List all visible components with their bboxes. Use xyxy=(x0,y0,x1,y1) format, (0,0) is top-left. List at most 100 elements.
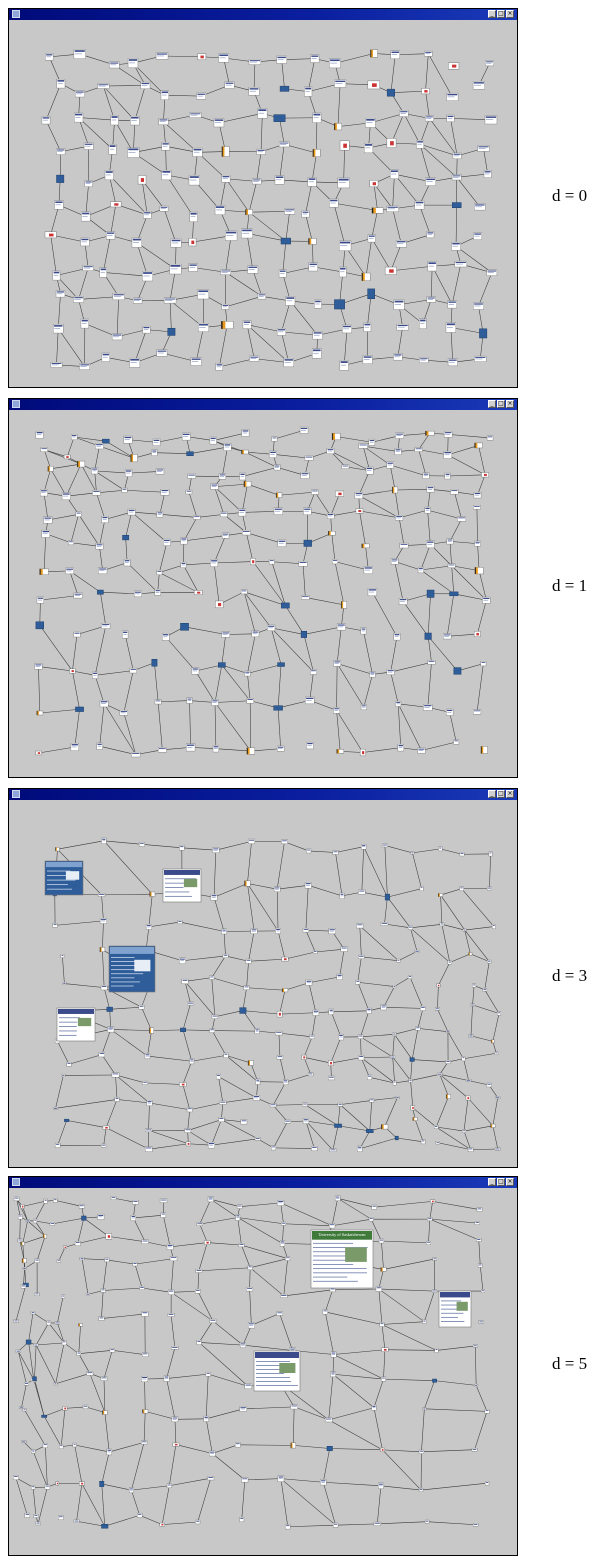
page-node[interactable] xyxy=(480,661,487,667)
page-node[interactable] xyxy=(223,1052,229,1058)
page-node[interactable] xyxy=(58,1515,64,1520)
page-node[interactable] xyxy=(453,667,462,675)
page-node[interactable] xyxy=(40,489,48,497)
page-node[interactable] xyxy=(142,1080,148,1085)
enlarged-page-node[interactable] xyxy=(162,868,202,903)
page-node[interactable] xyxy=(106,1006,113,1012)
page-node[interactable] xyxy=(395,1096,400,1099)
page-node[interactable] xyxy=(106,231,116,240)
page-node[interactable] xyxy=(131,751,141,758)
page-node[interactable] xyxy=(213,118,225,128)
page-node[interactable] xyxy=(194,590,203,595)
page-node[interactable] xyxy=(366,1007,372,1014)
page-node[interactable] xyxy=(381,843,388,848)
page-node[interactable] xyxy=(281,602,290,609)
page-node[interactable] xyxy=(101,1524,109,1529)
page-node[interactable] xyxy=(139,1286,145,1290)
page-node[interactable] xyxy=(491,1039,495,1044)
page-node[interactable] xyxy=(25,1339,32,1345)
page-node[interactable] xyxy=(59,1444,64,1449)
page-node[interactable] xyxy=(459,852,465,857)
page-node[interactable] xyxy=(375,1286,382,1292)
page-node[interactable] xyxy=(414,200,425,210)
page-node[interactable] xyxy=(179,1082,187,1087)
page-node[interactable] xyxy=(438,893,444,897)
page-node[interactable] xyxy=(311,489,319,495)
page-node[interactable] xyxy=(332,559,338,565)
page-node[interactable] xyxy=(100,1288,106,1293)
page-node[interactable] xyxy=(484,1409,490,1414)
page-node[interactable] xyxy=(189,112,202,118)
page-node[interactable] xyxy=(446,92,459,101)
page-node[interactable] xyxy=(73,592,83,599)
page-node[interactable] xyxy=(98,567,108,575)
page-node[interactable] xyxy=(247,1322,255,1329)
page-node[interactable] xyxy=(340,946,348,952)
page-node[interactable] xyxy=(381,1124,389,1130)
page-node[interactable] xyxy=(330,1351,337,1358)
page-node[interactable] xyxy=(23,1382,29,1386)
minimize-button[interactable]: _ xyxy=(488,10,496,18)
page-node[interactable] xyxy=(300,472,310,479)
page-node[interactable] xyxy=(141,1311,149,1317)
page-node[interactable] xyxy=(407,925,413,930)
page-node[interactable] xyxy=(267,624,276,631)
page-node[interactable] xyxy=(393,353,403,361)
page-node[interactable] xyxy=(141,1239,149,1244)
page-node[interactable] xyxy=(271,436,278,442)
page-node[interactable] xyxy=(75,706,84,712)
page-node[interactable] xyxy=(392,1032,397,1036)
page-node[interactable] xyxy=(367,288,375,300)
page-node[interactable] xyxy=(425,177,436,186)
page-node[interactable] xyxy=(70,743,79,751)
page-node[interactable] xyxy=(252,178,262,185)
page-node[interactable] xyxy=(133,590,142,598)
page-node[interactable] xyxy=(357,1034,364,1039)
page-node[interactable] xyxy=(215,600,224,609)
page-node[interactable] xyxy=(277,1475,285,1482)
page-node[interactable] xyxy=(311,348,322,359)
page-node[interactable] xyxy=(239,1406,247,1412)
page-node[interactable] xyxy=(448,62,460,70)
page-node[interactable] xyxy=(219,1100,227,1105)
page-node[interactable] xyxy=(143,211,152,219)
page-node[interactable] xyxy=(145,924,152,930)
page-node[interactable] xyxy=(275,1030,283,1036)
page-node[interactable] xyxy=(180,1027,187,1032)
page-node[interactable] xyxy=(238,1243,245,1248)
page-node[interactable] xyxy=(221,175,231,183)
page-node[interactable] xyxy=(221,532,230,539)
page-node[interactable] xyxy=(133,297,143,304)
page-node[interactable] xyxy=(494,1051,499,1056)
page-node[interactable] xyxy=(235,1214,241,1221)
page-node[interactable] xyxy=(144,1053,151,1059)
page-node[interactable] xyxy=(473,505,481,510)
page-node[interactable] xyxy=(158,118,169,125)
page-node[interactable] xyxy=(61,1073,66,1077)
page-node[interactable] xyxy=(172,1442,180,1447)
page-node[interactable] xyxy=(122,630,129,639)
page-node[interactable] xyxy=(312,112,322,123)
page-node[interactable] xyxy=(447,300,457,309)
page-node[interactable] xyxy=(436,983,441,988)
page-node[interactable] xyxy=(209,1028,215,1033)
window-system-icon[interactable] xyxy=(12,790,20,798)
page-node[interactable] xyxy=(389,169,399,179)
page-node[interactable] xyxy=(197,289,210,300)
page-node[interactable] xyxy=(102,1125,110,1130)
page-node[interactable] xyxy=(241,449,249,455)
page-node[interactable] xyxy=(171,1416,179,1423)
page-node[interactable] xyxy=(477,145,490,152)
page-node[interactable] xyxy=(154,589,161,596)
page-node[interactable] xyxy=(334,1123,342,1128)
page-node[interactable] xyxy=(328,1075,335,1081)
page-node[interactable] xyxy=(277,539,287,547)
page-node[interactable] xyxy=(339,140,350,151)
page-node[interactable] xyxy=(102,1410,108,1415)
page-node[interactable] xyxy=(186,1107,193,1113)
page-node[interactable] xyxy=(82,1404,89,1410)
page-node[interactable] xyxy=(394,1135,399,1141)
page-node[interactable] xyxy=(424,506,431,514)
page-node[interactable] xyxy=(152,438,161,446)
page-node[interactable] xyxy=(39,568,49,575)
